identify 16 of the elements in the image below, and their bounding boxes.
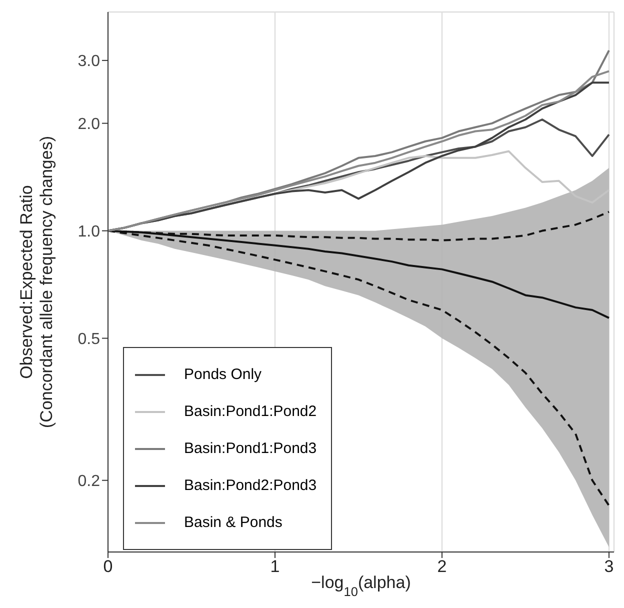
legend-label: Basin:Pond2:Pond3	[184, 477, 317, 494]
x-axis-title: −log$_{10}$(alpha)	[311, 573, 411, 598]
y-tick-label: 2.0	[78, 116, 100, 133]
x-tick-label: 1	[270, 557, 280, 576]
x-tick-label: 0	[103, 557, 113, 576]
legend-label: Basin:Pond1:Pond3	[184, 440, 317, 457]
y-axis-title: Observed:Expected Ratio (Concordant allele frequency changes)	[17, 136, 56, 428]
y-tick-label: 1.0	[78, 223, 100, 240]
legend-label: Basin & Ponds	[184, 514, 282, 531]
y-tick-label: 0.5	[78, 330, 100, 348]
y-tick-label: 3.0	[78, 53, 100, 70]
legend-label: Ponds Only	[184, 366, 262, 383]
x-tick-label: 3	[604, 557, 614, 576]
x-tick-label: 2	[437, 557, 447, 576]
y-tick-label: 0.2	[78, 473, 100, 490]
legend-label: Basin:Pond1:Pond2	[184, 403, 317, 420]
